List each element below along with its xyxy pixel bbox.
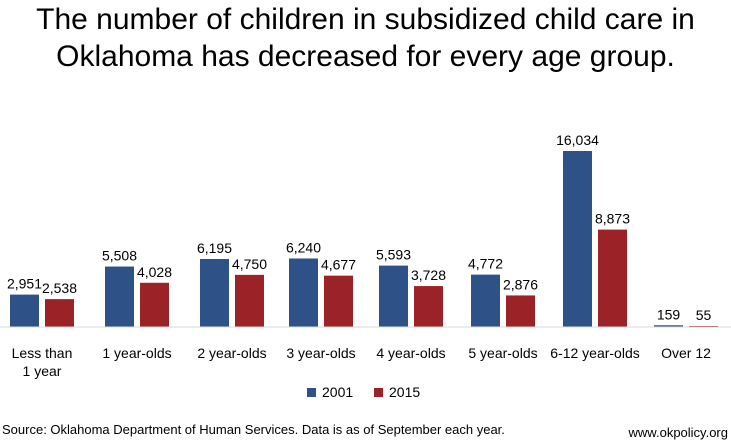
data-label-2001-4: 5,593 [376, 247, 411, 263]
data-label-2001-6: 16,034 [556, 132, 599, 148]
bar-2015-0 [45, 299, 74, 327]
category-label-3-0: 3 year-olds [286, 345, 355, 361]
data-label-2015-6: 8,873 [595, 211, 630, 227]
legend-label-2015: 2015 [389, 384, 420, 400]
category-label-2-0: 2 year-olds [197, 345, 266, 361]
data-label-2015-1: 4,028 [137, 264, 172, 280]
bar-2015-5 [506, 295, 535, 327]
category-label-0-0: Less than [12, 345, 73, 361]
data-label-2001-0: 2,951 [7, 276, 42, 292]
data-label-2001-2: 6,195 [197, 240, 232, 256]
bar-2015-4 [414, 286, 443, 327]
bar-2015-2 [235, 274, 264, 327]
legend-swatch-2015 [374, 388, 383, 397]
source-note: Source: Oklahoma Department of Human Ser… [2, 422, 505, 437]
bar-2015-1 [140, 282, 169, 327]
category-label-6-0: 6-12 year-olds [550, 345, 640, 361]
data-label-2015-3: 4,677 [321, 257, 356, 273]
bar-2015-6 [598, 229, 627, 327]
category-label-7-0: Over 12 [661, 345, 711, 361]
bar-2001-3 [289, 258, 318, 327]
data-label-2015-5: 2,876 [503, 276, 538, 292]
chart-title-line-1: The number of children in subsidized chi… [36, 3, 695, 36]
data-label-2015-2: 4,750 [232, 256, 267, 272]
credit-text: www.okpolicy.org [628, 425, 728, 440]
data-label-2001-3: 6,240 [286, 240, 321, 256]
data-label-2015-0: 2,538 [42, 280, 77, 296]
bar-2001-0 [10, 294, 39, 327]
bar-2001-7 [654, 325, 683, 327]
data-label-2001-7: 159 [657, 306, 681, 322]
bar-2001-4 [379, 265, 408, 327]
category-label-5-0: 5 year-olds [468, 345, 537, 361]
bar-2001-1 [105, 266, 134, 327]
legend: 2001 2015 [307, 384, 420, 400]
bar-2001-2 [200, 258, 229, 327]
chart-title-line-2: Oklahoma has decreased for every age gro… [56, 40, 675, 73]
bar-2001-5 [471, 274, 500, 327]
bar-2015-3 [324, 275, 353, 327]
category-label-1-0: 1 year-olds [102, 345, 171, 361]
chart-title: The number of children in subsidized chi… [36, 3, 695, 73]
category-label-0-1: 1 year [23, 363, 62, 379]
bar-2001-6 [563, 151, 592, 327]
data-label-2001-1: 5,508 [102, 248, 137, 264]
data-label-2015-4: 3,728 [411, 267, 446, 283]
data-label-2001-5: 4,772 [468, 256, 503, 272]
data-label-2015-7: 55 [696, 307, 712, 323]
category-label-4-0: 4 year-olds [376, 345, 445, 361]
legend-label-2001: 2001 [322, 384, 353, 400]
legend-swatch-2001 [307, 388, 316, 397]
